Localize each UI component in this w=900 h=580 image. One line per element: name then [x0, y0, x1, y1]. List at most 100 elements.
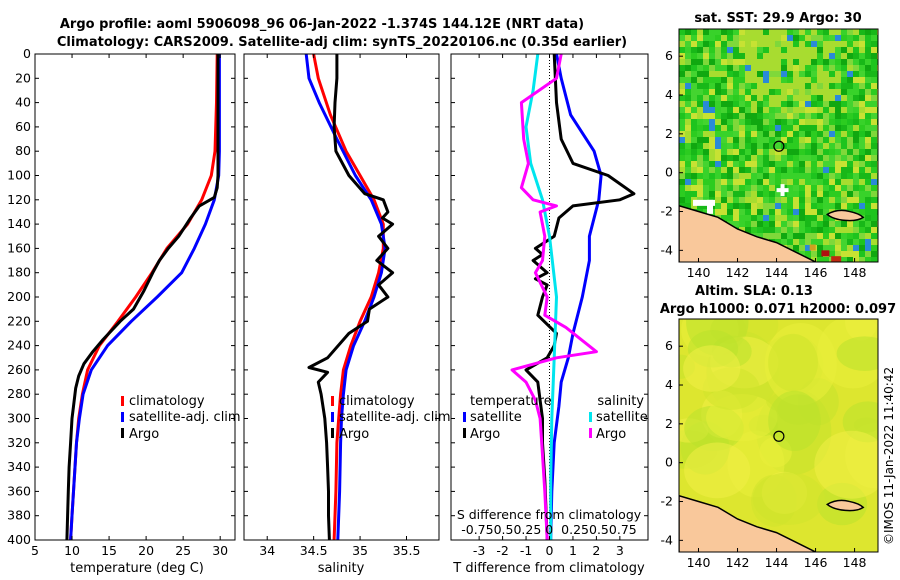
x-tick-label: 142: [726, 265, 750, 280]
island-manus: [825, 499, 865, 512]
x-tick-label: 140: [687, 555, 711, 570]
legend-label-argo: Argo: [129, 427, 159, 442]
legend-swatch-satellite: [121, 412, 124, 422]
sla-blob: [683, 345, 741, 392]
y-tick-label: 160: [7, 240, 31, 255]
x-tick-label: 15: [101, 543, 117, 558]
sla-blob: [814, 430, 878, 499]
series-argo: [307, 54, 395, 541]
coastline-land: [679, 494, 818, 552]
temperature-xlabel: temperature (deg C): [70, 561, 204, 576]
x-tick-label: 144: [765, 555, 789, 570]
x-tick-label: 148: [843, 555, 867, 570]
y-tick-label: 6: [665, 338, 673, 353]
sla-blob: [752, 472, 825, 525]
figure-title-line1: Argo profile: aoml 5906098_96 06-Jan-202…: [60, 17, 584, 32]
legend-header-temperature: temperature: [470, 394, 552, 409]
series-salinity-argo: [510, 53, 598, 541]
x-tick-label: -3: [473, 543, 485, 558]
y-tick-label: 220: [7, 313, 31, 328]
legend-swatch-satellite: [331, 412, 334, 422]
sla-blob: [684, 442, 751, 499]
y-tick-label: -4: [661, 242, 674, 257]
map-frame: [678, 28, 879, 263]
temperature-panel: 5 10 15 20 25 3002040608010012014016018020022…: [7, 46, 236, 558]
x-tick-label: 144: [765, 265, 789, 280]
legend-label-sal-satellite: satellite: [596, 410, 648, 425]
coastline-land: [679, 204, 818, 262]
sla-blob: [768, 333, 818, 392]
y-tick-label: 340: [7, 459, 31, 474]
y-tick-label: 4: [665, 377, 673, 392]
argo-position-marker: [773, 140, 785, 152]
x-tick-label: 146: [804, 555, 828, 570]
y-tick-label: 40: [15, 95, 31, 110]
legend-swatch-temp-satellite: [463, 412, 466, 422]
x-tick-label: 3: [616, 543, 624, 558]
legend-swatch-temp-argo: [463, 428, 466, 438]
y-tick-label: 120: [7, 192, 31, 207]
y-tick-label: 80: [15, 143, 31, 158]
x-tick-label: 20: [138, 543, 154, 558]
sla-blob: [768, 390, 821, 452]
y-tick-label: 380: [7, 508, 31, 523]
x-tick-label: -1: [520, 543, 532, 558]
x-tick-label: 30: [212, 543, 228, 558]
legend-swatch-argo: [331, 428, 334, 438]
series-temperature-argo: [524, 53, 636, 541]
difference-xlabel: T difference from climatology: [452, 561, 645, 576]
y-tick-label: 0: [665, 165, 673, 180]
y-tick-label: 100: [7, 168, 31, 183]
sla-blob: [853, 417, 878, 433]
series-temperature-satellite: [549, 53, 603, 541]
difference-panel: -3 -2 -1 0 1 2 3: [450, 53, 649, 558]
argo-position-marker: [773, 430, 785, 442]
temperature-legend: climatology satellite-adj. clim Argo: [121, 394, 241, 442]
hot-cell: [821, 250, 830, 257]
series-salinity-satellite: [524, 53, 558, 540]
sla-map-title-line2: Argo h1000: 0.071 h2000: 0.097: [660, 302, 896, 317]
salinity-xlabel: salinity: [318, 561, 365, 576]
y-tick-label: 280: [7, 386, 31, 401]
legend-label-argo: Argo: [339, 427, 369, 442]
x-tick-label: 34.5: [300, 543, 328, 558]
x-tick-label: 35.5: [393, 543, 421, 558]
x-tick-label: 1: [569, 543, 577, 558]
x-tick-label: -2: [496, 543, 508, 558]
y-tick-label: -4: [661, 532, 674, 547]
y-tick-label: 140: [7, 216, 31, 231]
y-tick-label: 400: [7, 532, 31, 547]
x-tick-label: 25: [175, 543, 191, 558]
legend-label-satellite: satellite-adj. clim: [339, 410, 451, 425]
series-climatology: [312, 53, 385, 541]
y-tick-label: 360: [7, 483, 31, 498]
x-tick-label: 146: [804, 265, 828, 280]
missing-data-patch: [693, 199, 715, 206]
sla-map-panel: 140 142 144 146 148 6 4 2 0 -2 -4: [661, 318, 879, 570]
x-tick-label: 10: [64, 543, 80, 558]
legend-label-sal-argo: Argo: [596, 427, 626, 442]
hot-cell: [831, 256, 842, 262]
series-climatology: [69, 53, 219, 541]
difference-legend: temperature salinity satellite Argo sate…: [463, 394, 648, 442]
legend-swatch-climatology: [331, 396, 334, 406]
figure-title-line2: Climatology: CARS2009. Satellite-adj cli…: [57, 35, 627, 50]
legend-header-salinity: salinity: [597, 394, 644, 409]
sst-map-title: sat. SST: 29.9 Argo: 30: [694, 11, 861, 26]
sla-blob: [836, 336, 878, 371]
missing-data-patch: [707, 199, 713, 214]
legend-swatch-climatology: [121, 396, 124, 406]
x-tick-label: 140: [687, 265, 711, 280]
y-tick-label: 0: [665, 455, 673, 470]
legend-label-temp-argo: Argo: [470, 427, 500, 442]
difference-top-label: S difference from climatology: [457, 507, 642, 522]
y-tick-label: -2: [661, 204, 673, 219]
sst-map-panel: 140 142 144 146 148 6 4 2 0 -2 -4: [661, 28, 879, 280]
series-satellite-adj-clim: [69, 54, 221, 541]
difference-top-ticks: -0.750.50.25 0 0.250.50.75: [461, 522, 636, 537]
map-frame: [678, 318, 879, 553]
x-tick-label: 148: [843, 265, 867, 280]
y-tick-label: 200: [7, 289, 31, 304]
y-tick-label: 2: [665, 416, 673, 431]
